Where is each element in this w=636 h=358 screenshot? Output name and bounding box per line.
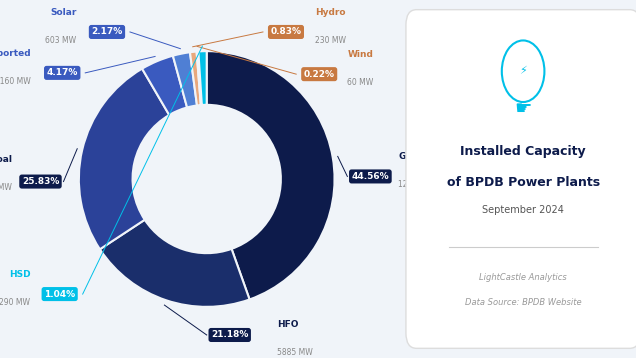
Wedge shape (173, 52, 197, 107)
Text: of BPDB Power Plants: of BPDB Power Plants (446, 175, 600, 189)
Text: ⚡: ⚡ (519, 66, 527, 76)
Text: 12384 MW: 12384 MW (399, 180, 439, 189)
Text: 603 MW: 603 MW (45, 36, 76, 45)
Wedge shape (100, 220, 249, 307)
Text: 230 MW: 230 MW (315, 36, 347, 45)
Wedge shape (142, 56, 187, 115)
Text: HFO: HFO (277, 320, 298, 329)
Text: Hydro: Hydro (315, 8, 346, 16)
Text: September 2024: September 2024 (482, 205, 564, 215)
Wedge shape (198, 51, 207, 105)
Wedge shape (197, 52, 202, 105)
Text: 21.18%: 21.18% (211, 330, 249, 339)
Text: LightCastle Analytics: LightCastle Analytics (480, 273, 567, 282)
Text: 5885 MW: 5885 MW (277, 348, 313, 357)
Text: Wind: Wind (347, 50, 373, 59)
Text: HSD: HSD (9, 270, 31, 279)
Text: 290 MW: 290 MW (0, 298, 31, 307)
FancyBboxPatch shape (406, 10, 636, 348)
Wedge shape (207, 51, 335, 299)
Text: 44.56%: 44.56% (352, 172, 389, 181)
Text: 4.17%: 4.17% (46, 68, 78, 77)
Text: 2.17%: 2.17% (92, 28, 123, 37)
Text: 60 MW: 60 MW (347, 78, 373, 87)
Text: 0.83%: 0.83% (270, 28, 301, 37)
Text: Coal: Coal (0, 155, 12, 164)
Wedge shape (190, 52, 201, 106)
Text: 1.04%: 1.04% (44, 290, 75, 299)
Text: 7179 MW: 7179 MW (0, 183, 12, 192)
Text: Data Source: BPDB Website: Data Source: BPDB Website (465, 297, 581, 307)
Text: 0.22%: 0.22% (304, 70, 335, 79)
Text: ☛: ☛ (515, 99, 532, 118)
Text: Solar: Solar (50, 8, 76, 16)
Text: Gas: Gas (399, 152, 417, 161)
Text: Installed Capacity: Installed Capacity (460, 145, 586, 158)
Text: Imported: Imported (0, 49, 31, 58)
Text: 1160 MW: 1160 MW (0, 77, 31, 86)
Wedge shape (79, 69, 169, 249)
Text: 25.83%: 25.83% (22, 177, 59, 186)
